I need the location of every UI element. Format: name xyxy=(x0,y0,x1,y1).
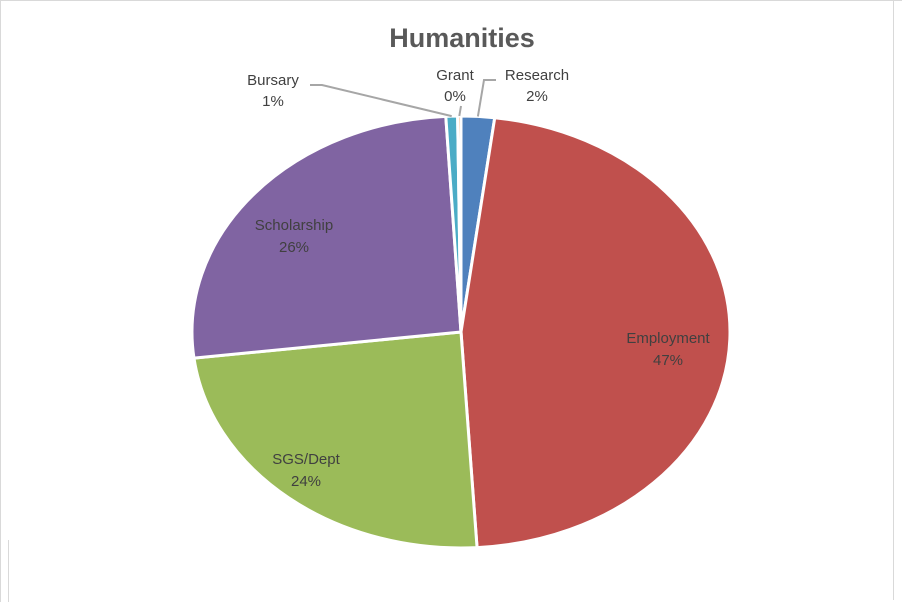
leader-lines xyxy=(310,79,496,118)
slice-label-grant: Grant xyxy=(436,67,474,84)
slice-value-research: 2% xyxy=(526,88,548,105)
leader-line-research xyxy=(476,79,496,117)
slice-value-employment: 47% xyxy=(653,352,683,369)
slice-value-scholarship: 26% xyxy=(279,239,309,256)
leader-line-grant xyxy=(458,105,462,117)
chart-title: Humanities xyxy=(389,23,535,53)
slice-label-bursary: Bursary xyxy=(247,72,299,89)
slice-value-sgs-dept: 24% xyxy=(291,473,321,490)
pie-slice-scholarship xyxy=(190,114,463,360)
pie-slice-sgs-dept xyxy=(192,330,479,550)
leader-line-bursary xyxy=(310,84,452,118)
slice-value-bursary: 1% xyxy=(262,93,284,110)
slice-value-grant: 0% xyxy=(444,88,466,105)
slice-label-scholarship: Scholarship xyxy=(255,217,333,234)
slice-label-sgs-dept: SGS/Dept xyxy=(272,451,340,468)
slice-label-research: Research xyxy=(505,67,569,84)
pie-slices xyxy=(190,114,732,550)
slice-label-employment: Employment xyxy=(626,330,710,347)
chart-frame-edge xyxy=(893,0,894,600)
pie-slice-employment xyxy=(459,116,732,550)
chart-frame-edge-lower xyxy=(8,540,9,602)
